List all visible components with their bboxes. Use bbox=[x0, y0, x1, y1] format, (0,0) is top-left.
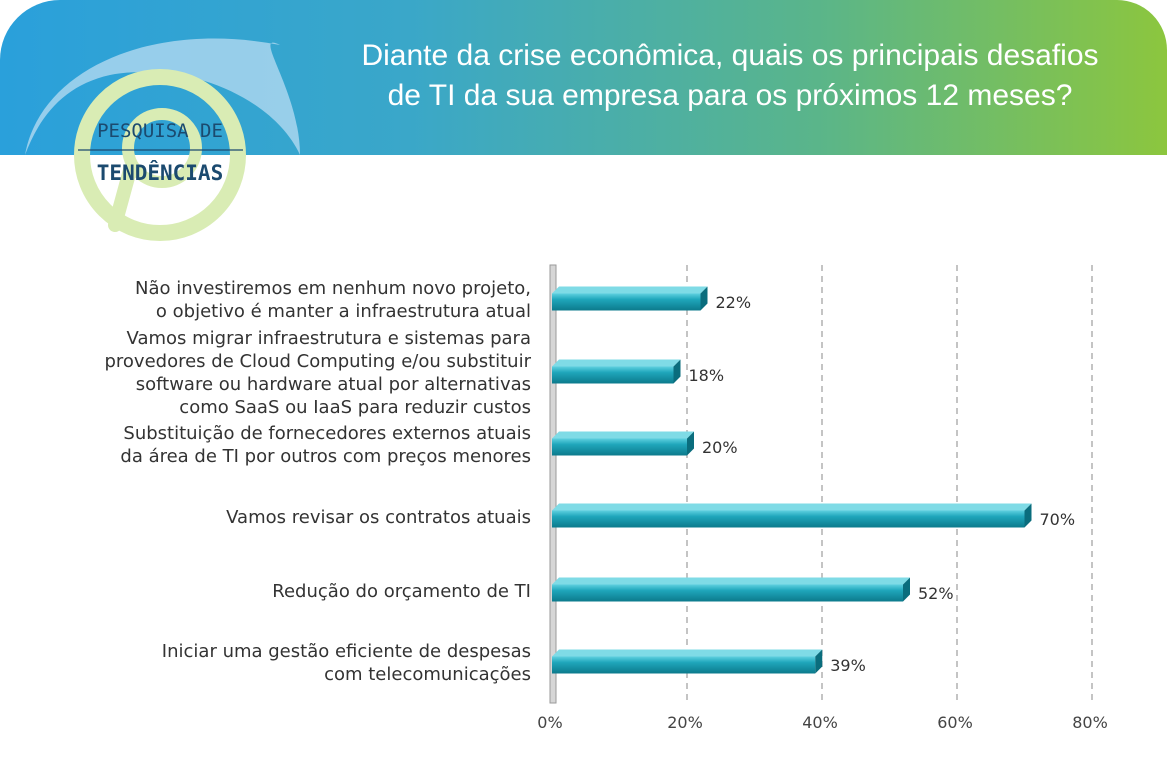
bar-end bbox=[700, 286, 708, 311]
category-label-line: Substituição de fornecedores externos at… bbox=[123, 423, 531, 444]
category-label-line: como SaaS ou IaaS para reduzir custos bbox=[179, 397, 531, 418]
page-title: Diante da crise econômica, quais os prin… bbox=[300, 36, 1160, 116]
logo-ring bbox=[74, 69, 246, 241]
data-label: 20% bbox=[702, 438, 738, 457]
category-label-line: Vamos migrar infraestrutura e sistemas p… bbox=[126, 328, 531, 349]
category-label-line: software ou hardware atual por alternati… bbox=[135, 374, 531, 395]
bar-end bbox=[1024, 503, 1032, 528]
logo-inner-ring bbox=[122, 108, 202, 188]
logo-line-2: TENDÊNCIAS bbox=[97, 160, 223, 185]
bar bbox=[552, 359, 681, 384]
bar-top bbox=[552, 649, 823, 657]
category-label: Vamos revisar os contratos atuais bbox=[11, 506, 531, 529]
bar-end bbox=[903, 577, 910, 602]
data-label: 39% bbox=[830, 656, 866, 675]
bar-face bbox=[552, 510, 1025, 528]
bar bbox=[552, 431, 694, 456]
data-label: 52% bbox=[918, 584, 954, 603]
category-label: Não investiremos em nenhum novo projeto,… bbox=[11, 277, 531, 323]
category-label: Vamos migrar infraestrutura e sistemas p… bbox=[11, 327, 531, 419]
category-label-line: o objetivo é manter a infraestrutura atu… bbox=[155, 301, 531, 322]
bar bbox=[552, 649, 823, 674]
bar-face bbox=[552, 584, 903, 602]
x-tick-label: 20% bbox=[667, 713, 703, 732]
category-label-line: Não investiremos em nenhum novo projeto, bbox=[135, 278, 531, 299]
data-label: 70% bbox=[1040, 510, 1076, 529]
bar bbox=[552, 503, 1032, 528]
logo-stem bbox=[108, 163, 137, 232]
x-tick-label: 40% bbox=[802, 713, 838, 732]
bar-face bbox=[552, 366, 674, 384]
y-axis-wall bbox=[549, 264, 557, 704]
bar-top bbox=[552, 286, 708, 294]
bar-top bbox=[552, 431, 694, 439]
logo-line-1: PESQUISA DE bbox=[97, 120, 223, 142]
category-label-line: provedores de Cloud Computing e/ou subst… bbox=[104, 351, 531, 372]
bar-face bbox=[552, 293, 701, 311]
bar-top bbox=[552, 577, 910, 585]
data-label: 18% bbox=[689, 366, 725, 385]
x-tick-label: 60% bbox=[937, 713, 973, 732]
title-line-1: Diante da crise econômica, quais os prin… bbox=[361, 39, 1099, 72]
bar-top bbox=[552, 503, 1032, 511]
category-label: Iniciar uma gestão eficiente de despesas… bbox=[11, 640, 531, 686]
bar-face bbox=[552, 438, 687, 456]
category-label: Redução do orçamento de TI bbox=[11, 580, 531, 603]
bar bbox=[552, 577, 910, 602]
bar-face bbox=[552, 656, 816, 674]
category-label-line: Redução do orçamento de TI bbox=[272, 580, 531, 602]
category-label-line: com telecomunicações bbox=[324, 664, 531, 685]
title-line-2: de TI da sua empresa para os próximos 12… bbox=[387, 79, 1073, 112]
category-label-line: da área de TI por outros com preços meno… bbox=[120, 446, 531, 467]
logo-swoosh-blue bbox=[25, 38, 300, 155]
data-label: 22% bbox=[716, 293, 752, 312]
bar bbox=[552, 286, 708, 311]
bar-top bbox=[552, 359, 681, 367]
bar-end bbox=[673, 359, 681, 384]
bar-end bbox=[815, 649, 823, 674]
x-tick-label: 80% bbox=[1072, 713, 1108, 732]
category-label-line: Vamos revisar os contratos atuais bbox=[226, 506, 531, 528]
category-label: Substituição de fornecedores externos at… bbox=[11, 422, 531, 468]
bar-end bbox=[687, 431, 694, 456]
pesquisa-logo: PESQUISA DE TENDÊNCIAS bbox=[25, 38, 300, 241]
x-tick-label: 0% bbox=[537, 713, 562, 732]
category-label-line: Iniciar uma gestão eficiente de despesas bbox=[161, 641, 531, 662]
